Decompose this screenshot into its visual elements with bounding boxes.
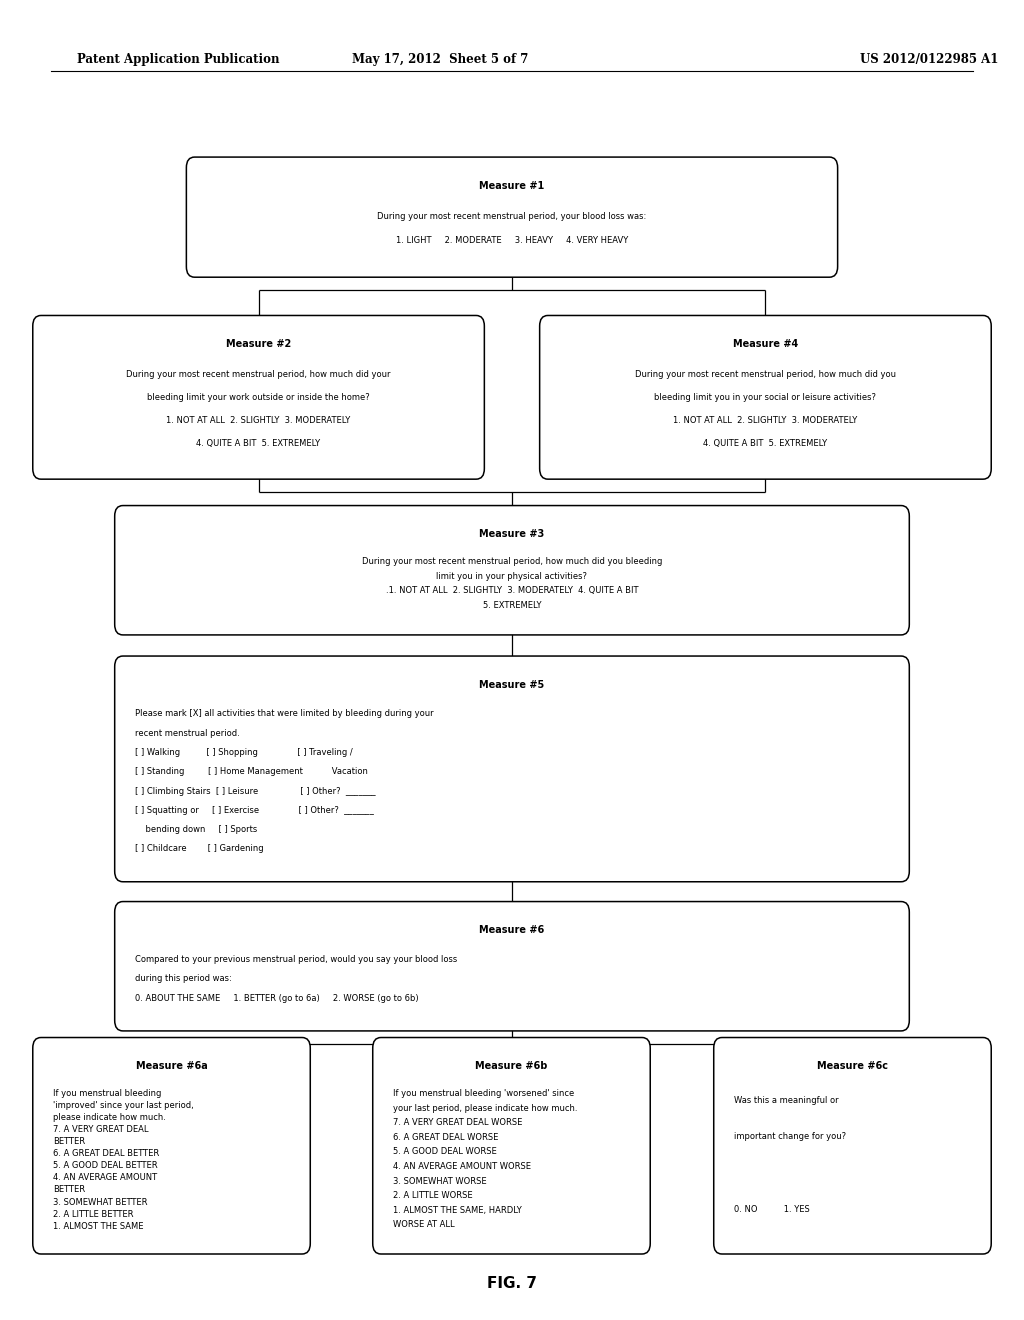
- Text: 0. NO          1. YES: 0. NO 1. YES: [734, 1205, 810, 1214]
- FancyBboxPatch shape: [115, 656, 909, 882]
- Text: Patent Application Publication: Patent Application Publication: [77, 53, 280, 66]
- FancyBboxPatch shape: [373, 1038, 650, 1254]
- Text: During your most recent menstrual period, how much did your: During your most recent menstrual period…: [126, 370, 391, 379]
- Text: 5. A GOOD DEAL WORSE: 5. A GOOD DEAL WORSE: [393, 1147, 497, 1156]
- Text: Measure #6c: Measure #6c: [817, 1061, 888, 1072]
- Text: 3. SOMEWHAT BETTER: 3. SOMEWHAT BETTER: [53, 1197, 147, 1206]
- Text: please indicate how much.: please indicate how much.: [53, 1113, 166, 1122]
- Text: If you menstrual bleeding 'worsened' since: If you menstrual bleeding 'worsened' sin…: [393, 1089, 574, 1098]
- Text: 2. A LITTLE BETTER: 2. A LITTLE BETTER: [53, 1209, 134, 1218]
- Text: US 2012/0122985 A1: US 2012/0122985 A1: [860, 53, 998, 66]
- Text: During your most recent menstrual period, how much did you bleeding: During your most recent menstrual period…: [361, 557, 663, 566]
- FancyBboxPatch shape: [186, 157, 838, 277]
- Text: bleeding limit you in your social or leisure activities?: bleeding limit you in your social or lei…: [654, 393, 877, 403]
- Text: Was this a meaningful or: Was this a meaningful or: [734, 1096, 839, 1105]
- Text: Measure #3: Measure #3: [479, 529, 545, 540]
- Text: Measure #2: Measure #2: [226, 339, 291, 350]
- Text: Measure #4: Measure #4: [733, 339, 798, 350]
- Text: 4. QUITE A BIT  5. EXTREMELY: 4. QUITE A BIT 5. EXTREMELY: [703, 440, 827, 449]
- Text: 6. A GREAT DEAL WORSE: 6. A GREAT DEAL WORSE: [393, 1133, 499, 1142]
- Text: 6. A GREAT DEAL BETTER: 6. A GREAT DEAL BETTER: [53, 1150, 160, 1158]
- FancyBboxPatch shape: [33, 315, 484, 479]
- Text: [ ] Standing         [ ] Home Management           Vacation: [ ] Standing [ ] Home Management Vacatio…: [135, 767, 368, 776]
- Text: If you menstrual bleeding: If you menstrual bleeding: [53, 1089, 162, 1098]
- Text: Measure #6a: Measure #6a: [135, 1061, 208, 1072]
- Text: 1. NOT AT ALL  2. SLIGHTLY  3. MODERATELY: 1. NOT AT ALL 2. SLIGHTLY 3. MODERATELY: [167, 416, 350, 425]
- Text: [ ] Walking          [ ] Shopping               [ ] Traveling /: [ ] Walking [ ] Shopping [ ] Traveling /: [135, 748, 353, 756]
- Text: BETTER: BETTER: [53, 1137, 85, 1146]
- Text: Please mark [X] all activities that were limited by bleeding during your: Please mark [X] all activities that were…: [135, 709, 434, 718]
- FancyBboxPatch shape: [540, 315, 991, 479]
- Text: during this period was:: during this period was:: [135, 974, 231, 983]
- Text: Measure #6: Measure #6: [479, 925, 545, 936]
- Text: 1. NOT AT ALL  2. SLIGHTLY  3. MODERATELY: 1. NOT AT ALL 2. SLIGHTLY 3. MODERATELY: [674, 416, 857, 425]
- Text: 5. EXTREMELY: 5. EXTREMELY: [482, 601, 542, 610]
- Text: [ ] Childcare        [ ] Gardening: [ ] Childcare [ ] Gardening: [135, 845, 264, 854]
- Text: 7. A VERY GREAT DEAL WORSE: 7. A VERY GREAT DEAL WORSE: [393, 1118, 522, 1127]
- Text: 1. LIGHT     2. MODERATE     3. HEAVY     4. VERY HEAVY: 1. LIGHT 2. MODERATE 3. HEAVY 4. VERY HE…: [396, 236, 628, 246]
- Text: important change for you?: important change for you?: [734, 1133, 846, 1142]
- Text: BETTER: BETTER: [53, 1185, 85, 1195]
- Text: Measure #1: Measure #1: [479, 181, 545, 191]
- Text: 1. ALMOST THE SAME: 1. ALMOST THE SAME: [53, 1222, 143, 1230]
- Text: 4. QUITE A BIT  5. EXTREMELY: 4. QUITE A BIT 5. EXTREMELY: [197, 440, 321, 449]
- FancyBboxPatch shape: [33, 1038, 310, 1254]
- Text: 'improved' since your last period,: 'improved' since your last period,: [53, 1101, 194, 1110]
- Text: During your most recent menstrual period, how much did you: During your most recent menstrual period…: [635, 370, 896, 379]
- Text: During your most recent menstrual period, your blood loss was:: During your most recent menstrual period…: [378, 213, 646, 220]
- Text: 4. AN AVERAGE AMOUNT: 4. AN AVERAGE AMOUNT: [53, 1173, 158, 1183]
- Text: .1. NOT AT ALL  2. SLIGHTLY  3. MODERATELY  4. QUITE A BIT: .1. NOT AT ALL 2. SLIGHTLY 3. MODERATELY…: [386, 586, 638, 595]
- FancyBboxPatch shape: [115, 506, 909, 635]
- Text: [ ] Climbing Stairs  [ ] Leisure                [ ] Other?  _______: [ ] Climbing Stairs [ ] Leisure [ ] Othe…: [135, 787, 376, 796]
- Text: your last period, please indicate how much.: your last period, please indicate how mu…: [393, 1104, 578, 1113]
- Text: WORSE AT ALL: WORSE AT ALL: [393, 1220, 455, 1229]
- Text: bleeding limit your work outside or inside the home?: bleeding limit your work outside or insi…: [147, 393, 370, 403]
- Text: May 17, 2012  Sheet 5 of 7: May 17, 2012 Sheet 5 of 7: [352, 53, 528, 66]
- Text: limit you in your physical activities?: limit you in your physical activities?: [436, 572, 588, 581]
- Text: Compared to your previous menstrual period, would you say your blood loss: Compared to your previous menstrual peri…: [135, 954, 458, 964]
- FancyBboxPatch shape: [115, 902, 909, 1031]
- Text: 4. AN AVERAGE AMOUNT WORSE: 4. AN AVERAGE AMOUNT WORSE: [393, 1162, 531, 1171]
- Text: recent menstrual period.: recent menstrual period.: [135, 729, 240, 738]
- Text: Measure #5: Measure #5: [479, 680, 545, 690]
- Text: bending down     [ ] Sports: bending down [ ] Sports: [135, 825, 257, 834]
- Text: 5. A GOOD DEAL BETTER: 5. A GOOD DEAL BETTER: [53, 1162, 158, 1171]
- Text: FIG. 7: FIG. 7: [487, 1275, 537, 1291]
- Text: [ ] Squatting or     [ ] Exercise               [ ] Other?  _______: [ ] Squatting or [ ] Exercise [ ] Other?…: [135, 807, 374, 814]
- Text: 7. A VERY GREAT DEAL: 7. A VERY GREAT DEAL: [53, 1125, 148, 1134]
- Text: 0. ABOUT THE SAME     1. BETTER (go to 6a)     2. WORSE (go to 6b): 0. ABOUT THE SAME 1. BETTER (go to 6a) 2…: [135, 994, 419, 1003]
- Text: 3. SOMEWHAT WORSE: 3. SOMEWHAT WORSE: [393, 1176, 486, 1185]
- Text: Measure #6b: Measure #6b: [475, 1061, 548, 1072]
- FancyBboxPatch shape: [714, 1038, 991, 1254]
- Text: 1. ALMOST THE SAME, HARDLY: 1. ALMOST THE SAME, HARDLY: [393, 1205, 522, 1214]
- Text: 2. A LITTLE WORSE: 2. A LITTLE WORSE: [393, 1191, 473, 1200]
